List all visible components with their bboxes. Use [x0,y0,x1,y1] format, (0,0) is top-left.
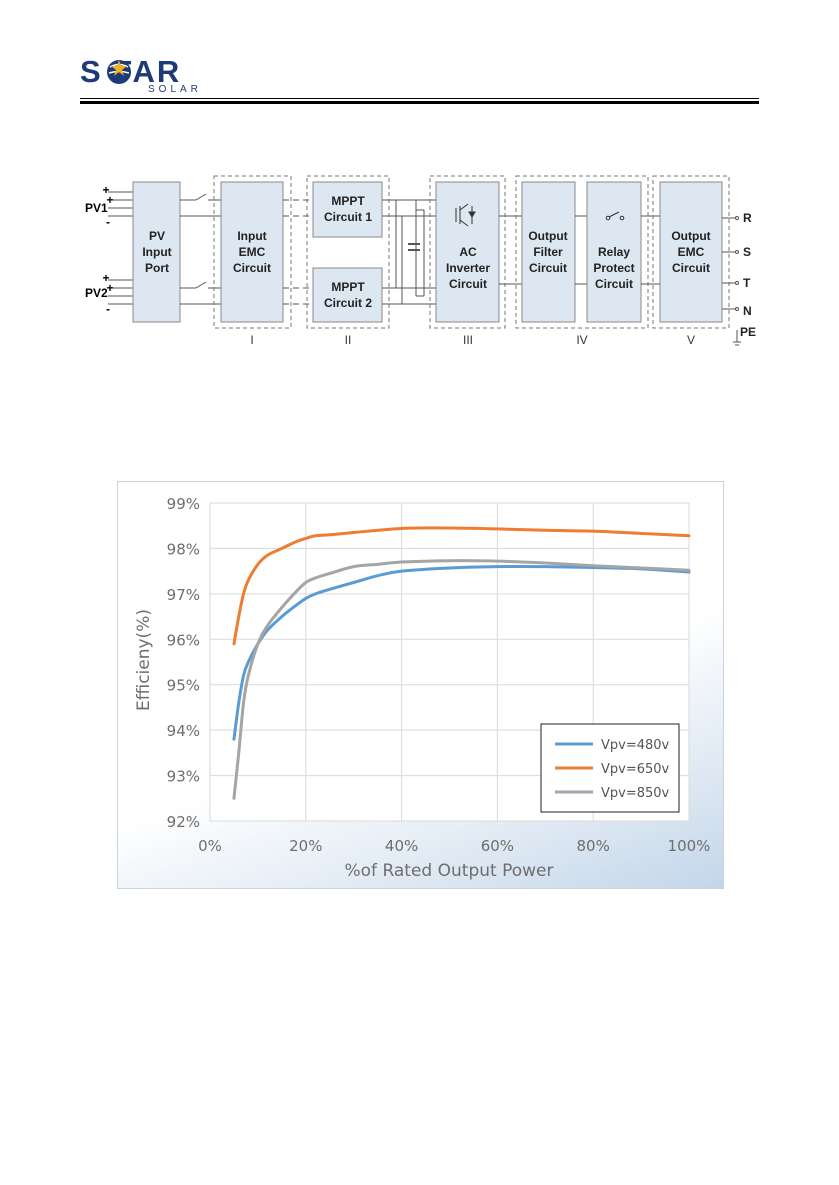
efficiency-chart-svg: 92% 93% 94% 95% 96% 97% 98% 99% 0% 20% 40% 60% 80% 10… [134,495,711,881]
sofar-logo: S FAR SOLAR [80,54,240,96]
pv-input-port-label-3: Port [145,261,169,275]
logo-subtitle: SOLAR [148,84,202,95]
stage-v-boundary [652,175,730,329]
x-tick-label: 40% [385,837,418,855]
x-tick-label: 80% [577,837,610,855]
relay-protect-label-1: Relay [598,245,630,259]
ac-inverter-label-2: Inverter [446,261,490,275]
series-line-3 [232,559,691,800]
legend-label: Vpv=480v [601,738,670,753]
stage-ii-label: II [345,333,352,347]
output-emc-block [659,181,723,323]
stage-iii-boundary [429,175,506,329]
chart-x-axis-label: %of Rated Output Power [345,861,554,881]
header-rule-thick [80,101,759,104]
mppt-circuit-1-label-1: MPPT [331,194,365,208]
pv1-minus-sign: - [106,215,110,229]
output-terminal-r: R [743,211,752,225]
pv1-plus-sign-2: + [106,193,113,207]
y-tick-label: 94% [167,722,200,740]
relay-protect-block [586,181,642,323]
chart-y-axis-label: Efficieny(%) [134,609,154,711]
x-tick-label: 100% [668,837,711,855]
output-filter-label-1: Output [528,229,567,243]
x-tick-label: 60% [481,837,514,855]
output-emc-label-2: EMC [678,245,705,259]
y-tick-label: 96% [167,631,200,649]
stage-iii-label: III [463,333,473,347]
pv-input-port-block [132,181,181,323]
stage-i-boundary [213,175,292,329]
chart-legend: Vpv=480v Vpv=650v Vpv=850v [540,723,680,813]
pv-to-emc-wires [180,193,221,305]
x-tick-label: 0% [198,837,222,855]
relay-to-output-emc-wires [641,215,660,285]
stage-i-label: I [250,333,253,347]
input-emc-label-2: EMC [239,245,266,259]
mppt-circuit-1-label-2: Circuit 1 [324,210,372,224]
y-tick-label: 97% [167,586,200,604]
x-tick-label: 20% [289,837,322,855]
ac-inverter-label-3: Circuit [449,277,487,291]
mppt-circuit-2-label-1: MPPT [331,280,365,294]
input-emc-label-1: Input [237,229,266,243]
y-tick-label: 92% [167,813,200,831]
pv-input-port-label-2: Input [142,245,171,259]
y-tick-label: 99% [167,495,200,513]
pv-input-wires [108,191,133,305]
pe-ground-label: PE [740,325,756,339]
y-tick-label: 93% [167,768,200,786]
series-line-1 [232,564,691,741]
ac-inverter-block [435,181,500,323]
filter-to-relay-wires [575,215,587,285]
pv2-plus-sign: + [102,271,109,285]
legend-label: Vpv=650v [601,762,670,777]
efficiency-chart: 92% 93% 94% 95% 96% 97% 98% 99% 0% 20% 40% 60% 80% 10… [117,481,724,889]
output-filter-label-2: Filter [533,245,563,259]
output-emc-label-3: Circuit [672,261,710,275]
relay-protect-label-2: Protect [593,261,634,275]
output-terminal-t: T [743,276,751,290]
mppt-circuit-2-label-2: Circuit 2 [324,296,372,310]
stage-v-label: V [687,333,695,347]
output-emc-label-1: Output [671,229,710,243]
stage-iv-label: IV [576,333,587,347]
y-tick-label: 98% [167,540,200,558]
emc-to-mppt-wires [283,199,313,305]
series-line-2 [232,526,691,646]
pv2-label: PV2 [85,286,108,300]
pv2-plus-sign-2: + [106,281,113,295]
output-terminal-s: S [743,245,751,259]
y-tick-label: 95% [167,677,200,695]
output-terminal-n: N [743,304,752,318]
header-rule-thin [80,98,759,99]
pv-input-port-label-1: PV [149,229,165,243]
output-filter-label-3: Circuit [529,261,567,275]
pv2-minus-sign: - [106,302,110,316]
input-emc-label-3: Circuit [233,261,271,275]
globe-icon [107,60,131,84]
circuit-block-diagram: + + PV1 - + + PV2 - PV Input Port Input … [80,170,760,360]
output-terminal-wires [722,216,741,346]
stage-iv-boundary [515,175,649,329]
mppt-circuit-2-block [312,267,383,323]
mppt-circuit-1-block [312,181,383,238]
relay-protect-label-3: Circuit [595,277,633,291]
stage-ii-boundary [306,175,390,329]
output-filter-block [521,181,576,323]
legend-label: Vpv=850v [601,786,670,801]
dc-bus-wires [382,199,436,305]
input-emc-block [220,181,284,323]
pv1-label: PV1 [85,201,108,215]
ac-inverter-label-1: AC [459,245,477,259]
igbt-icon [455,203,476,227]
relay-switch-icon [605,211,625,221]
inverter-to-filter-wires [499,215,522,285]
pv1-plus-sign: + [102,183,109,197]
